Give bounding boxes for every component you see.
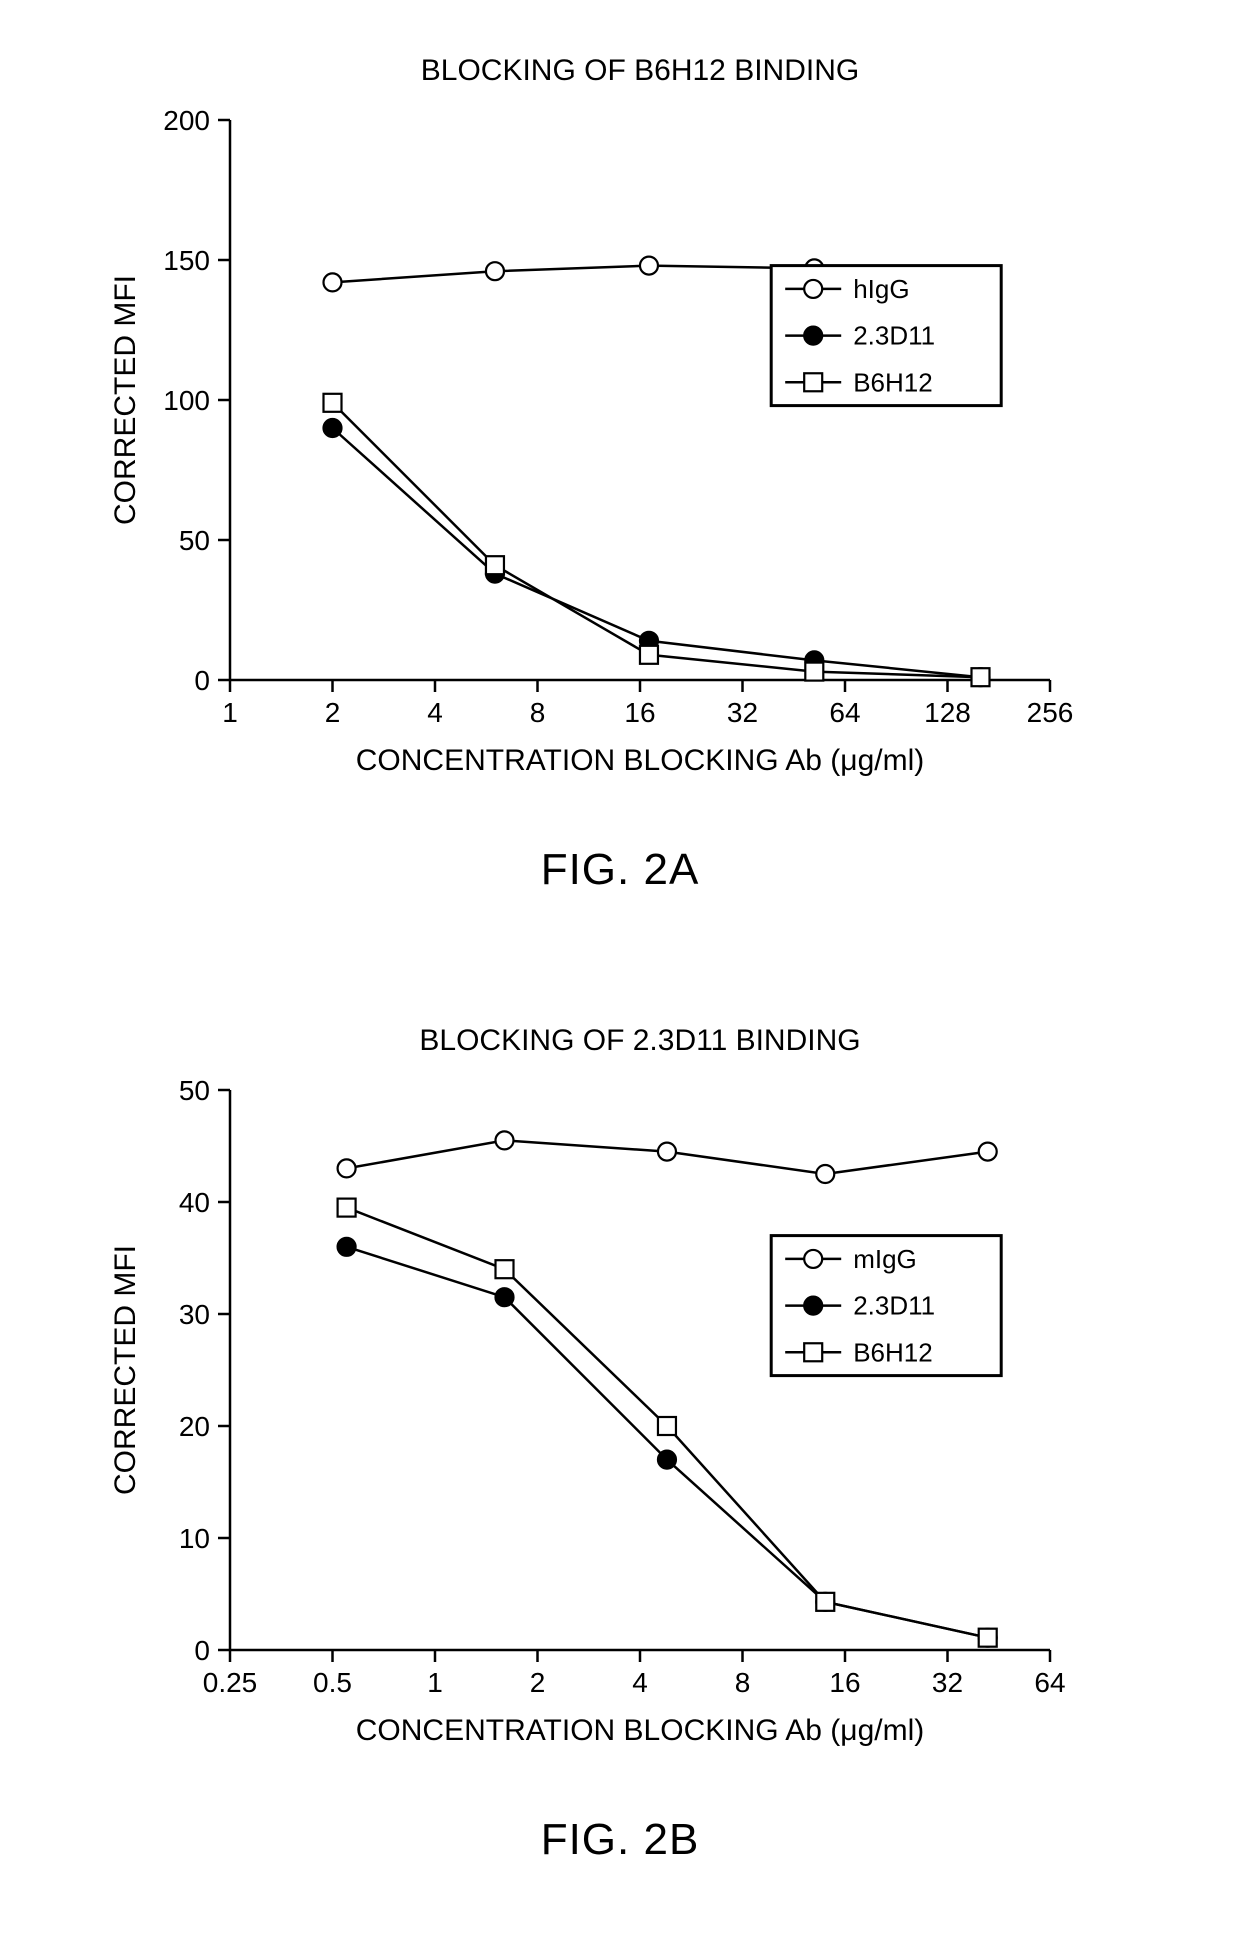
svg-text:64: 64: [829, 697, 860, 728]
figure-2b-caption: FIG. 2B: [90, 1815, 1150, 1865]
chart-b-svg: BLOCKING OF 2.3D11 BINDING 0 10 20 30 40 50 0.2…: [90, 1010, 1150, 1790]
figure-2a: BLOCKING OF B6H12 BINDING 0 50 100 150 200 1 2 4…: [90, 40, 1150, 895]
svg-text:CORRECTED MFI: CORRECTED MFI: [109, 1245, 142, 1495]
svg-text:4: 4: [632, 1667, 648, 1698]
svg-text:1: 1: [222, 697, 238, 728]
svg-text:256: 256: [1027, 697, 1074, 728]
svg-text:0.5: 0.5: [313, 1667, 352, 1698]
chart-a-svg: BLOCKING OF B6H12 BINDING 0 50 100 150 200 1 2 4…: [90, 40, 1150, 820]
svg-text:0: 0: [194, 1635, 210, 1666]
svg-text:16: 16: [829, 1667, 860, 1698]
svg-text:64: 64: [1034, 1667, 1065, 1698]
svg-text:2.3D11: 2.3D11: [853, 321, 935, 351]
svg-text:2.3D11: 2.3D11: [853, 1291, 935, 1321]
svg-text:30: 30: [179, 1299, 210, 1330]
svg-text:100: 100: [163, 385, 210, 416]
figure-2a-caption: FIG. 2A: [90, 845, 1150, 895]
svg-text:mIgG: mIgG: [853, 1244, 917, 1274]
svg-text:hIgG: hIgG: [853, 274, 909, 304]
svg-text:0: 0: [194, 665, 210, 696]
svg-text:40: 40: [179, 1187, 210, 1218]
svg-text:0.25: 0.25: [203, 1667, 258, 1698]
svg-text:CORRECTED MFI: CORRECTED MFI: [109, 275, 142, 525]
page: BLOCKING OF B6H12 BINDING050100150200124…: [0, 0, 1240, 1938]
svg-text:128: 128: [924, 697, 971, 728]
svg-text:8: 8: [530, 697, 546, 728]
svg-text:50: 50: [179, 1075, 210, 1106]
svg-text:B6H12: B6H12: [853, 1337, 933, 1367]
svg-text:10: 10: [179, 1523, 210, 1554]
svg-text:CONCENTRATION BLOCKING Ab (μg/: CONCENTRATION BLOCKING Ab (μg/ml): [356, 1714, 924, 1747]
svg-text:1: 1: [427, 1667, 443, 1698]
svg-text:2: 2: [530, 1667, 546, 1698]
svg-text:B6H12: B6H12: [853, 367, 933, 397]
svg-text:4: 4: [427, 697, 443, 728]
svg-text:32: 32: [932, 1667, 963, 1698]
svg-text:20: 20: [179, 1411, 210, 1442]
svg-text:200: 200: [163, 105, 210, 136]
svg-text:16: 16: [624, 697, 655, 728]
svg-text:50: 50: [179, 525, 210, 556]
svg-text:150: 150: [163, 245, 210, 276]
svg-text:2: 2: [325, 697, 341, 728]
svg-text:32: 32: [727, 697, 758, 728]
svg-text:BLOCKING OF B6H12 BINDING: BLOCKING OF B6H12 BINDING: [421, 54, 859, 87]
svg-text:CONCENTRATION BLOCKING Ab (μg/: CONCENTRATION BLOCKING Ab (μg/ml): [356, 744, 924, 777]
figure-2b: BLOCKING OF 2.3D11 BINDING 0 10 20 30 40 50 0.2…: [90, 1010, 1150, 1865]
svg-text:8: 8: [735, 1667, 751, 1698]
svg-text:BLOCKING OF 2.3D11 BINDING: BLOCKING OF 2.3D11 BINDING: [419, 1024, 860, 1057]
